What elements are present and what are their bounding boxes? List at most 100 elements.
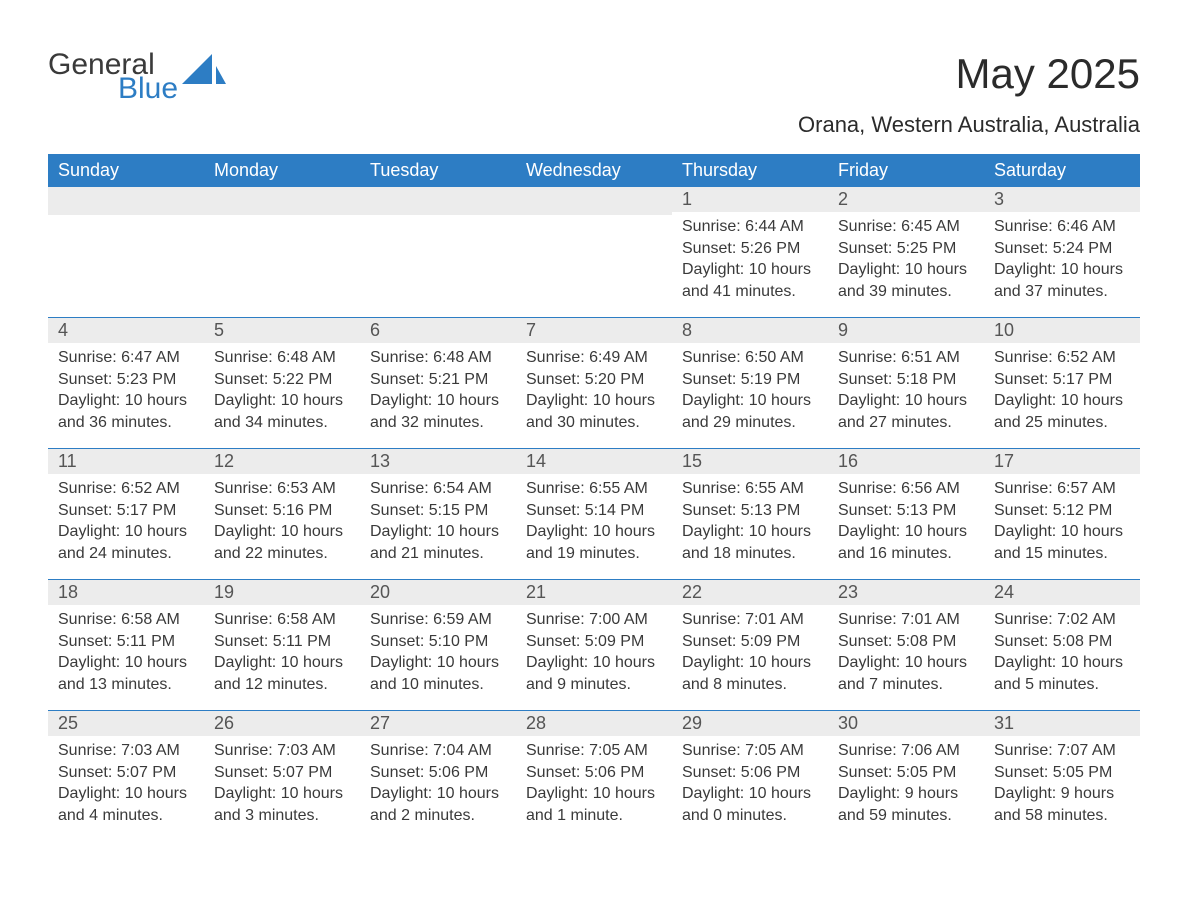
sunset-text: Sunset: 5:05 PM <box>994 762 1130 784</box>
day-number: 12 <box>204 449 360 474</box>
sunset-text: Sunset: 5:10 PM <box>370 631 506 653</box>
day-body: Sunrise: 6:47 AMSunset: 5:23 PMDaylight:… <box>48 343 204 437</box>
daylight-text: Daylight: 10 hours and 1 minute. <box>526 783 662 826</box>
day-body: Sunrise: 6:59 AMSunset: 5:10 PMDaylight:… <box>360 605 516 699</box>
day-cell: 12Sunrise: 6:53 AMSunset: 5:16 PMDayligh… <box>204 449 360 579</box>
daylight-text: Daylight: 10 hours and 15 minutes. <box>994 521 1130 564</box>
day-cell: 15Sunrise: 6:55 AMSunset: 5:13 PMDayligh… <box>672 449 828 579</box>
daylight-text: Daylight: 10 hours and 30 minutes. <box>526 390 662 433</box>
daylight-text: Daylight: 10 hours and 0 minutes. <box>682 783 818 826</box>
sunset-text: Sunset: 5:25 PM <box>838 238 974 260</box>
sunset-text: Sunset: 5:07 PM <box>214 762 350 784</box>
day-body: Sunrise: 6:48 AMSunset: 5:22 PMDaylight:… <box>204 343 360 437</box>
daylight-text: Daylight: 10 hours and 2 minutes. <box>370 783 506 826</box>
day-body: Sunrise: 6:58 AMSunset: 5:11 PMDaylight:… <box>204 605 360 699</box>
day-cell: 13Sunrise: 6:54 AMSunset: 5:15 PMDayligh… <box>360 449 516 579</box>
day-cell: 19Sunrise: 6:58 AMSunset: 5:11 PMDayligh… <box>204 580 360 710</box>
day-body: Sunrise: 6:48 AMSunset: 5:21 PMDaylight:… <box>360 343 516 437</box>
day-cell: 8Sunrise: 6:50 AMSunset: 5:19 PMDaylight… <box>672 318 828 448</box>
sunset-text: Sunset: 5:08 PM <box>994 631 1130 653</box>
sunset-text: Sunset: 5:12 PM <box>994 500 1130 522</box>
sunset-text: Sunset: 5:19 PM <box>682 369 818 391</box>
day-cell <box>48 187 204 317</box>
sunset-text: Sunset: 5:09 PM <box>526 631 662 653</box>
day-body: Sunrise: 6:44 AMSunset: 5:26 PMDaylight:… <box>672 212 828 306</box>
day-number: 26 <box>204 711 360 736</box>
calendar-week: 1Sunrise: 6:44 AMSunset: 5:26 PMDaylight… <box>48 187 1140 317</box>
day-number: 21 <box>516 580 672 605</box>
daylight-text: Daylight: 10 hours and 34 minutes. <box>214 390 350 433</box>
sunset-text: Sunset: 5:22 PM <box>214 369 350 391</box>
day-cell: 22Sunrise: 7:01 AMSunset: 5:09 PMDayligh… <box>672 580 828 710</box>
calendar-week: 4Sunrise: 6:47 AMSunset: 5:23 PMDaylight… <box>48 317 1140 448</box>
sunrise-text: Sunrise: 7:03 AM <box>214 740 350 762</box>
day-number: 1 <box>672 187 828 212</box>
day-body: Sunrise: 6:49 AMSunset: 5:20 PMDaylight:… <box>516 343 672 437</box>
daylight-text: Daylight: 10 hours and 3 minutes. <box>214 783 350 826</box>
weekday-header: Tuesday <box>360 154 516 187</box>
day-cell: 18Sunrise: 6:58 AMSunset: 5:11 PMDayligh… <box>48 580 204 710</box>
day-body: Sunrise: 7:00 AMSunset: 5:09 PMDaylight:… <box>516 605 672 699</box>
day-number: 23 <box>828 580 984 605</box>
sunset-text: Sunset: 5:18 PM <box>838 369 974 391</box>
day-cell: 2Sunrise: 6:45 AMSunset: 5:25 PMDaylight… <box>828 187 984 317</box>
day-body: Sunrise: 7:02 AMSunset: 5:08 PMDaylight:… <box>984 605 1140 699</box>
daylight-text: Daylight: 10 hours and 19 minutes. <box>526 521 662 564</box>
sunset-text: Sunset: 5:23 PM <box>58 369 194 391</box>
daylight-text: Daylight: 10 hours and 22 minutes. <box>214 521 350 564</box>
day-number: 28 <box>516 711 672 736</box>
logo: General Blue <box>48 50 226 104</box>
sunrise-text: Sunrise: 6:44 AM <box>682 216 818 238</box>
sunset-text: Sunset: 5:24 PM <box>994 238 1130 260</box>
sunrise-text: Sunrise: 6:47 AM <box>58 347 194 369</box>
sunrise-text: Sunrise: 6:59 AM <box>370 609 506 631</box>
sunrise-text: Sunrise: 6:52 AM <box>58 478 194 500</box>
sunrise-text: Sunrise: 7:00 AM <box>526 609 662 631</box>
day-cell: 5Sunrise: 6:48 AMSunset: 5:22 PMDaylight… <box>204 318 360 448</box>
day-cell: 10Sunrise: 6:52 AMSunset: 5:17 PMDayligh… <box>984 318 1140 448</box>
sunset-text: Sunset: 5:06 PM <box>682 762 818 784</box>
sunset-text: Sunset: 5:07 PM <box>58 762 194 784</box>
day-number: 9 <box>828 318 984 343</box>
day-cell <box>360 187 516 317</box>
daylight-text: Daylight: 10 hours and 8 minutes. <box>682 652 818 695</box>
day-body: Sunrise: 6:53 AMSunset: 5:16 PMDaylight:… <box>204 474 360 568</box>
daylight-text: Daylight: 10 hours and 10 minutes. <box>370 652 506 695</box>
title-block: May 2025 Orana, Western Australia, Austr… <box>798 50 1140 146</box>
day-body: Sunrise: 6:57 AMSunset: 5:12 PMDaylight:… <box>984 474 1140 568</box>
sunrise-text: Sunrise: 7:04 AM <box>370 740 506 762</box>
day-number: 4 <box>48 318 204 343</box>
day-body: Sunrise: 7:01 AMSunset: 5:09 PMDaylight:… <box>672 605 828 699</box>
sunset-text: Sunset: 5:26 PM <box>682 238 818 260</box>
day-number: 29 <box>672 711 828 736</box>
day-number: 27 <box>360 711 516 736</box>
day-body: Sunrise: 7:01 AMSunset: 5:08 PMDaylight:… <box>828 605 984 699</box>
day-body: Sunrise: 7:05 AMSunset: 5:06 PMDaylight:… <box>516 736 672 830</box>
sunrise-text: Sunrise: 7:07 AM <box>994 740 1130 762</box>
sunset-text: Sunset: 5:13 PM <box>838 500 974 522</box>
sunset-text: Sunset: 5:13 PM <box>682 500 818 522</box>
weekday-header-row: Sunday Monday Tuesday Wednesday Thursday… <box>48 154 1140 187</box>
day-number: 20 <box>360 580 516 605</box>
day-body: Sunrise: 6:52 AMSunset: 5:17 PMDaylight:… <box>984 343 1140 437</box>
day-cell: 28Sunrise: 7:05 AMSunset: 5:06 PMDayligh… <box>516 711 672 841</box>
day-number: 11 <box>48 449 204 474</box>
sunset-text: Sunset: 5:05 PM <box>838 762 974 784</box>
weekday-header: Sunday <box>48 154 204 187</box>
day-number: 30 <box>828 711 984 736</box>
sunrise-text: Sunrise: 6:45 AM <box>838 216 974 238</box>
sunrise-text: Sunrise: 7:05 AM <box>526 740 662 762</box>
sunset-text: Sunset: 5:06 PM <box>526 762 662 784</box>
sunset-text: Sunset: 5:08 PM <box>838 631 974 653</box>
day-number: 8 <box>672 318 828 343</box>
day-body: Sunrise: 7:06 AMSunset: 5:05 PMDaylight:… <box>828 736 984 830</box>
weekday-header: Wednesday <box>516 154 672 187</box>
daylight-text: Daylight: 10 hours and 32 minutes. <box>370 390 506 433</box>
daylight-text: Daylight: 10 hours and 7 minutes. <box>838 652 974 695</box>
daylight-text: Daylight: 10 hours and 4 minutes. <box>58 783 194 826</box>
daylight-text: Daylight: 10 hours and 5 minutes. <box>994 652 1130 695</box>
day-cell <box>204 187 360 317</box>
day-number: 2 <box>828 187 984 212</box>
daylight-text: Daylight: 10 hours and 18 minutes. <box>682 521 818 564</box>
day-body: Sunrise: 6:58 AMSunset: 5:11 PMDaylight:… <box>48 605 204 699</box>
